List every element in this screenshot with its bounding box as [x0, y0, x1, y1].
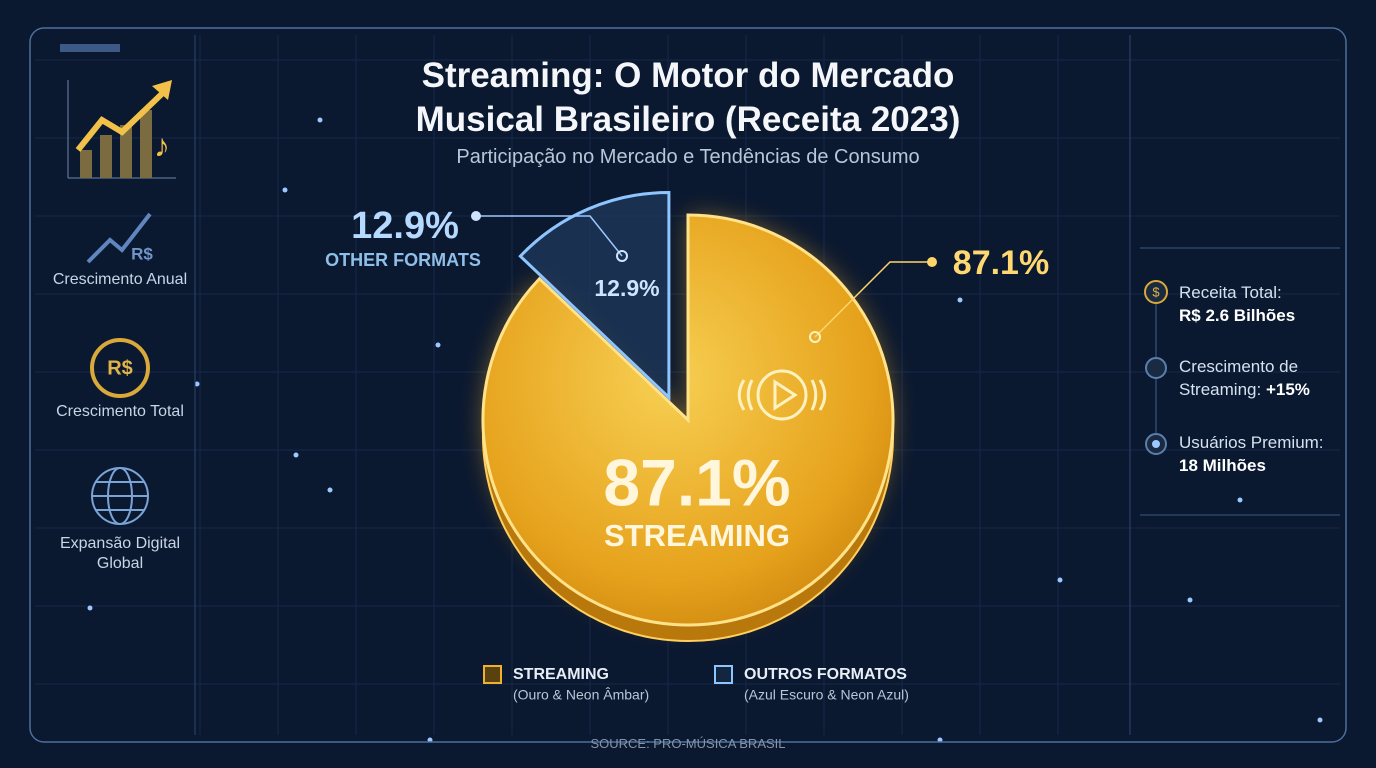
coin-icon	[90, 338, 150, 398]
stat-label: Receita Total:	[1179, 283, 1282, 302]
stat: Receita Total: R$ 2.6 Bilhões	[1179, 281, 1339, 327]
play-wave	[818, 379, 827, 411]
value-label: 87.1%	[603, 445, 790, 519]
left-item-label: Crescimento Total	[56, 403, 184, 420]
play-icon	[773, 379, 798, 411]
value-label: 87.1%	[953, 244, 1049, 282]
leader-dot	[927, 257, 937, 267]
legend-note: (Ouro & Neon Âmbar)	[513, 687, 649, 703]
leader-line	[814, 261, 932, 338]
category-label: STREAMING	[604, 518, 790, 553]
pie	[481, 190, 895, 642]
node-dot	[1057, 577, 1063, 583]
stat: Crescimento de Streaming: +15%	[1179, 355, 1339, 401]
source: SOURCE: PRO-MÚSICA BRASIL	[590, 736, 786, 751]
node-dot	[317, 117, 323, 123]
pie-slice	[481, 213, 895, 627]
node-dot	[87, 605, 93, 611]
node-dot	[435, 342, 441, 348]
node-dot	[293, 452, 299, 458]
svg-text:♪: ♪	[154, 127, 170, 163]
stat-label: Usuários Premium:	[1179, 433, 1324, 452]
play-wave	[746, 379, 754, 411]
stat-value: R$ 2.6 Bilhões	[1179, 306, 1296, 325]
value-label: 12.9%	[594, 275, 659, 301]
legend-swatch	[483, 665, 502, 684]
node-dot	[1187, 597, 1193, 603]
stat-value: +15%	[1265, 380, 1310, 399]
legend-label: STREAMING	[513, 666, 609, 683]
left-item-label: Expansão Digital Global	[59, 535, 181, 572]
leader-dot	[809, 331, 821, 343]
play-wave	[810, 379, 818, 411]
node-dot	[327, 487, 333, 493]
icon-text: $	[1152, 284, 1160, 299]
growth-icon: ♪	[60, 44, 176, 179]
frame	[29, 27, 1347, 743]
node-dot	[957, 297, 963, 303]
pie-labels: 12.9%OTHER FORMATS12.9%87.1%87.1%STREAMI…	[325, 205, 1049, 703]
node-dot	[1237, 497, 1243, 503]
stat: Usuários Premium: 18 Milhões	[1179, 431, 1339, 477]
icon-text: R$	[107, 357, 133, 379]
arrow-icon	[86, 212, 152, 264]
left-item-label: Crescimento Anual	[52, 271, 188, 288]
leader-dot	[471, 211, 481, 221]
bullet-dot	[1152, 440, 1160, 448]
bullet	[1145, 357, 1167, 379]
category-label: OTHER FORMATS	[325, 250, 481, 270]
chart-subtitle: Participação no Mercado e Tendências de …	[456, 146, 920, 168]
leader-line	[476, 215, 623, 257]
stat-value: 18 Milhões	[1179, 456, 1266, 475]
play-wave	[737, 379, 746, 411]
node-dot	[194, 381, 200, 387]
legend-swatch	[714, 665, 733, 684]
value-label: 12.9%	[351, 205, 459, 247]
legend-label: OUTROS FORMATOS	[744, 666, 907, 683]
icon-text: R$	[131, 244, 153, 263]
chart-title: Streaming: O Motor do Mercado Musical Br…	[415, 56, 961, 139]
bullet	[1144, 280, 1168, 304]
node-dot	[1317, 717, 1323, 723]
pie-slice	[518, 190, 671, 401]
globe-icon	[91, 467, 149, 525]
play-icon	[756, 369, 808, 421]
stat-label: Crescimento de Streaming:	[1179, 357, 1299, 399]
node-dot	[282, 187, 288, 193]
legend-note: (Azul Escuro & Neon Azul)	[744, 687, 909, 703]
leader-dot	[616, 250, 628, 262]
